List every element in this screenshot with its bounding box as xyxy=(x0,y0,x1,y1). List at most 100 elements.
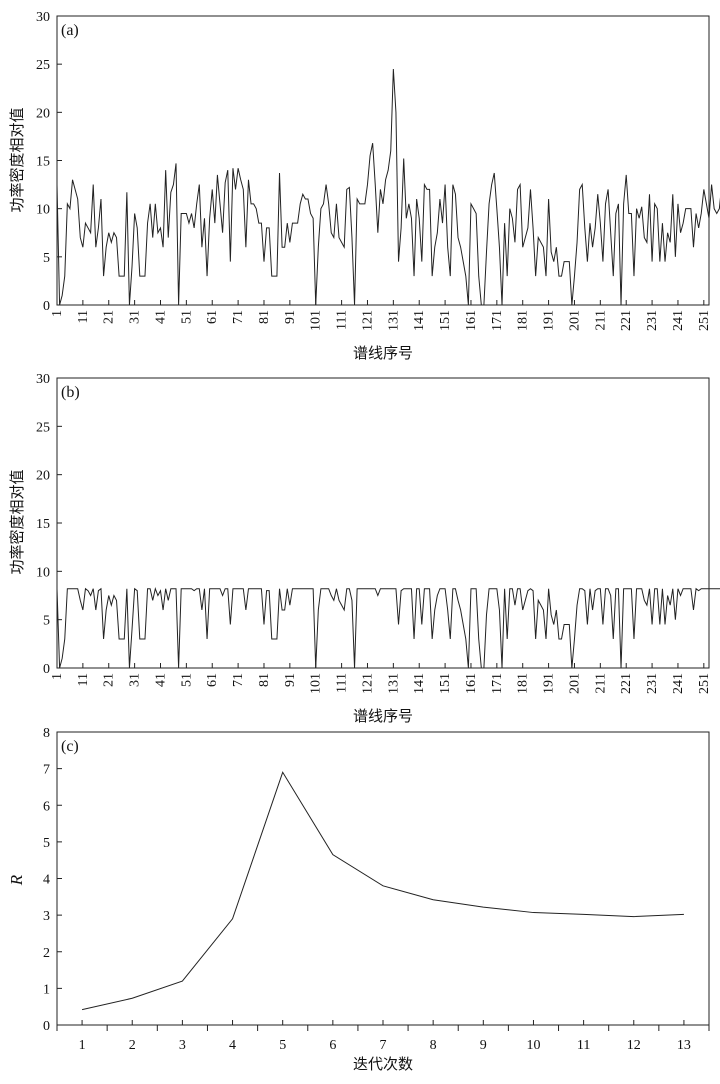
y-tick-label: 0 xyxy=(43,299,50,314)
y-tick-label: 1 xyxy=(43,982,50,997)
y-tick-label: 10 xyxy=(36,565,50,580)
x-tick-label: 101 xyxy=(309,310,324,331)
x-tick-label: 121 xyxy=(360,673,375,694)
y-tick-label: 30 xyxy=(36,10,50,25)
x-tick-label: 9 xyxy=(480,1038,487,1053)
x-tick-label: 181 xyxy=(516,673,531,694)
x-tick-label: 231 xyxy=(645,310,660,331)
y-tick-label: 0 xyxy=(43,1019,50,1034)
x-tick-label: 11 xyxy=(76,310,91,323)
series-line xyxy=(81,771,684,1011)
x-tick-label: 61 xyxy=(205,673,220,687)
x-tick-label: 221 xyxy=(619,310,634,331)
x-tick-label: 201 xyxy=(567,310,582,331)
x-tick-label: 141 xyxy=(412,673,427,694)
x-tick-label: 1 xyxy=(79,1038,86,1053)
x-tick-label: 51 xyxy=(179,673,194,687)
x-tick-label: 221 xyxy=(619,673,634,694)
x-tick-label: 161 xyxy=(464,310,479,331)
y-tick-label: 20 xyxy=(36,469,50,484)
x-tick-label: 2 xyxy=(129,1038,136,1053)
y-tick-label: 8 xyxy=(43,726,50,741)
y-axis-title: 功率密度相对值 xyxy=(8,107,26,212)
x-tick-label: 5 xyxy=(279,1038,286,1053)
x-tick-label: 201 xyxy=(567,673,582,694)
plot-frame xyxy=(56,377,710,669)
y-tick-label: 30 xyxy=(36,372,50,387)
panel-label: (a) xyxy=(61,22,79,39)
panel-label: (c) xyxy=(61,738,79,755)
x-axis-title: 谱线序号 xyxy=(353,344,413,362)
x-tick-label: 31 xyxy=(128,673,143,687)
x-tick-label: 251 xyxy=(697,310,712,331)
series-line xyxy=(56,586,720,669)
x-tick-label: 12 xyxy=(627,1038,641,1053)
y-tick-label: 25 xyxy=(36,420,50,435)
x-tick-label: 3 xyxy=(179,1038,186,1053)
x-tick-label: 181 xyxy=(516,310,531,331)
y-axis-title: R xyxy=(7,874,26,886)
x-tick-label: 21 xyxy=(102,310,117,324)
x-tick-label: 91 xyxy=(283,310,298,324)
x-tick-label: 211 xyxy=(593,673,608,693)
x-tick-label: 171 xyxy=(490,310,505,331)
x-tick-label: 241 xyxy=(671,310,686,331)
y-tick-label: 15 xyxy=(36,155,50,170)
x-tick-label: 41 xyxy=(153,673,168,687)
y-tick-label: 25 xyxy=(36,58,50,73)
x-tick-label: 111 xyxy=(335,310,350,330)
x-tick-label: 8 xyxy=(430,1038,437,1053)
x-axis-title: 迭代次数 xyxy=(353,1055,413,1073)
y-tick-label: 4 xyxy=(43,873,50,888)
x-axis-title: 谱线序号 xyxy=(353,707,413,725)
y-tick-label: 6 xyxy=(43,799,50,814)
x-tick-label: 211 xyxy=(593,310,608,330)
panel-label: (b) xyxy=(61,384,80,401)
x-tick-label: 151 xyxy=(438,310,453,331)
y-tick-label: 0 xyxy=(43,662,50,677)
x-tick-label: 121 xyxy=(360,310,375,331)
x-tick-label: 131 xyxy=(386,673,401,694)
y-tick-label: 2 xyxy=(43,946,50,961)
x-tick-label: 131 xyxy=(386,310,401,331)
y-tick-label: 20 xyxy=(36,106,50,121)
x-tick-label: 231 xyxy=(645,673,660,694)
x-tick-label: 81 xyxy=(257,310,272,324)
x-tick-label: 1 xyxy=(50,310,65,317)
y-tick-label: 3 xyxy=(43,909,50,924)
x-tick-label: 51 xyxy=(179,310,194,324)
x-tick-label: 1 xyxy=(50,673,65,680)
x-tick-label: 91 xyxy=(283,673,298,687)
x-tick-label: 101 xyxy=(309,673,324,694)
x-tick-label: 141 xyxy=(412,310,427,331)
y-tick-label: 5 xyxy=(43,614,50,629)
x-tick-label: 7 xyxy=(380,1038,387,1053)
x-tick-label: 4 xyxy=(229,1038,236,1053)
x-tick-label: 13 xyxy=(677,1038,691,1053)
x-tick-label: 111 xyxy=(335,673,350,693)
x-tick-label: 71 xyxy=(231,310,246,324)
x-tick-label: 241 xyxy=(671,673,686,694)
y-tick-label: 15 xyxy=(36,517,50,532)
x-tick-label: 161 xyxy=(464,673,479,694)
x-tick-label: 11 xyxy=(577,1038,590,1053)
x-tick-label: 151 xyxy=(438,673,453,694)
x-tick-label: 31 xyxy=(128,310,143,324)
x-tick-label: 81 xyxy=(257,673,272,687)
x-tick-label: 251 xyxy=(697,673,712,694)
x-tick-label: 191 xyxy=(542,310,557,331)
plot-frame xyxy=(56,731,710,1026)
x-tick-label: 41 xyxy=(153,310,168,324)
x-tick-label: 71 xyxy=(231,673,246,687)
y-tick-label: 5 xyxy=(43,251,50,266)
x-tick-label: 10 xyxy=(526,1038,540,1053)
series-line xyxy=(56,68,720,306)
y-tick-label: 7 xyxy=(43,763,50,778)
x-tick-label: 191 xyxy=(542,673,557,694)
x-tick-label: 21 xyxy=(102,673,117,687)
x-tick-label: 61 xyxy=(205,310,220,324)
x-tick-label: 6 xyxy=(329,1038,336,1053)
